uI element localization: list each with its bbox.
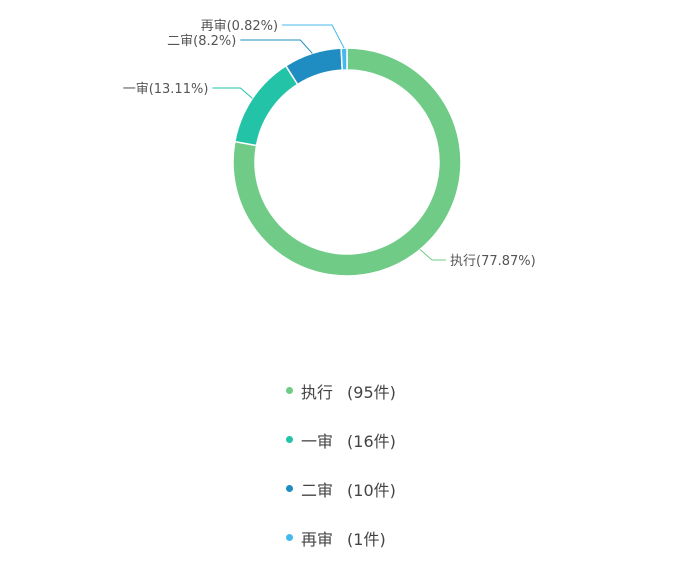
legend-label: 二审: [301, 480, 334, 500]
leader-line-2: [240, 39, 313, 54]
legend: 执行 (95件) 一审 (16件) 二审 (10件) 再审 (1件): [286, 366, 396, 562]
donut-slice-0[interactable]: [232, 47, 462, 277]
legend-count: (95件): [347, 382, 396, 402]
legend-item-zaishen[interactable]: 再审 (1件): [286, 513, 396, 562]
legend-item-ershen[interactable]: 二审 (10件): [286, 464, 396, 513]
legend-dot: [286, 485, 293, 492]
legend-label: 执行: [301, 382, 334, 402]
slice-label-0: 执行(77.87%): [450, 254, 536, 269]
donut-slice-2[interactable]: [284, 47, 344, 86]
leader-line-0: [419, 249, 447, 261]
legend-count: (10件): [347, 480, 396, 500]
leader-line-3: [282, 24, 345, 49]
legend-dot: [286, 436, 293, 443]
legend-label: 一审: [301, 431, 334, 451]
legend-count: (16件): [347, 431, 396, 451]
legend-item-zhixing[interactable]: 执行 (95件): [286, 366, 396, 415]
legend-label: 再审: [301, 529, 334, 549]
legend-dot: [286, 534, 293, 541]
donut-slice-3[interactable]: [340, 47, 348, 71]
legend-item-yishen[interactable]: 一审 (16件): [286, 415, 396, 464]
slice-label-3: 再审(0.82%): [201, 19, 278, 34]
legend-dot: [286, 387, 293, 394]
slice-label-2: 二审(8.2%): [167, 34, 236, 49]
slice-label-1: 一审(13.11%): [123, 82, 209, 97]
leader-line-1: [212, 87, 253, 99]
legend-count: (1件): [347, 529, 386, 549]
donut-slice-1[interactable]: [233, 64, 299, 147]
